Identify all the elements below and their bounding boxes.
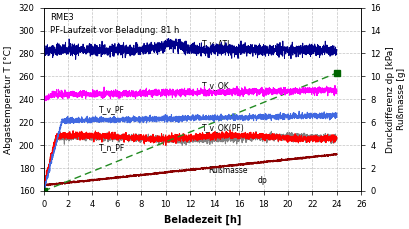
Text: RME3: RME3 (50, 13, 74, 22)
Text: T_n_PF: T_n_PF (98, 143, 124, 152)
Y-axis label: Abgastemperatur T [°C]: Abgastemperatur T [°C] (4, 45, 13, 153)
Text: T_v_OK: T_v_OK (202, 81, 229, 90)
Text: dp: dp (257, 176, 267, 185)
Text: PF-Laufzeit vor Beladung: 81 h: PF-Laufzeit vor Beladung: 81 h (50, 26, 179, 35)
Text: T_v_PF: T_v_PF (98, 105, 124, 114)
X-axis label: Beladezeit [h]: Beladezeit [h] (163, 215, 240, 225)
Text: Rußmasse: Rußmasse (208, 166, 247, 175)
Y-axis label: Druckdifferenz dp [kPa]
Rußmasse [g]: Druckdifferenz dp [kPa] Rußmasse [g] (386, 46, 405, 153)
Text: T_v_ATL: T_v_ATL (202, 40, 232, 49)
Text: T_v_OK(PF): T_v_OK(PF) (202, 123, 245, 132)
